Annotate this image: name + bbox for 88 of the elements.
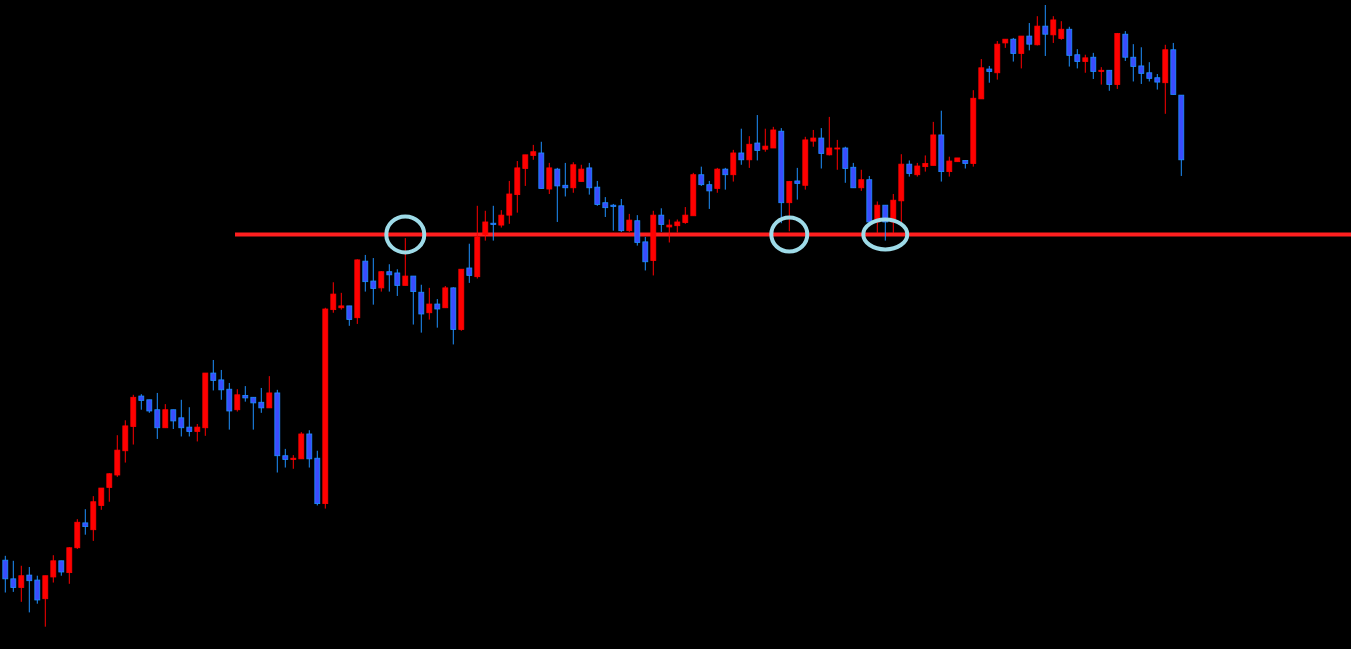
candlestick	[1138, 46, 1145, 85]
candlestick	[18, 565, 25, 603]
candlestick	[658, 207, 665, 233]
candlestick	[554, 167, 561, 223]
candlestick	[546, 162, 553, 195]
candlestick	[362, 254, 369, 293]
candlestick	[762, 128, 769, 153]
candlestick	[610, 203, 617, 232]
candlestick	[1130, 43, 1137, 82]
candlestick	[1050, 15, 1057, 44]
candlestick	[282, 448, 289, 469]
candlestick	[418, 284, 425, 334]
candlestick	[666, 218, 673, 243]
candlestick	[162, 403, 169, 429]
candlestick	[402, 237, 409, 286]
candlestick	[1082, 54, 1089, 74]
candlestick	[818, 127, 825, 170]
candlestick	[10, 560, 17, 593]
candlestick	[794, 167, 801, 201]
candlestick	[426, 287, 433, 321]
candlestick	[602, 196, 609, 218]
candlestick	[730, 149, 737, 183]
candlestick	[434, 298, 441, 329]
candlestick	[1090, 52, 1097, 80]
candlestick	[210, 359, 217, 391]
candlestick	[266, 375, 273, 409]
candlestick	[330, 281, 337, 314]
candlestick	[786, 180, 793, 232]
candlestick	[482, 210, 489, 242]
candlestick	[738, 128, 745, 166]
candlestick	[850, 162, 857, 189]
candlestick	[42, 575, 49, 628]
candlestick	[82, 508, 89, 536]
candlestick	[106, 472, 113, 503]
candlestick	[218, 369, 225, 401]
candlestick	[346, 305, 353, 327]
candlestick	[698, 166, 705, 187]
candlestick	[250, 396, 257, 431]
candlestick	[1026, 22, 1033, 51]
candlestick	[626, 213, 633, 233]
candlestick	[714, 167, 721, 194]
candlestick	[1074, 48, 1081, 69]
candlestick	[1098, 66, 1105, 86]
candlestick	[178, 399, 185, 437]
candlestick	[634, 214, 641, 247]
candlestick	[2, 555, 9, 594]
candlestick	[1122, 30, 1129, 62]
candlestick	[642, 236, 649, 271]
candlestick	[258, 387, 265, 414]
candlestick	[466, 243, 473, 284]
candlestick	[522, 154, 529, 187]
candlestick	[50, 554, 57, 584]
candlestick	[234, 388, 241, 413]
candlestick	[770, 126, 777, 149]
candlestick	[26, 566, 33, 613]
candlestick	[386, 263, 393, 293]
candlestick	[394, 268, 401, 297]
candlestick	[490, 205, 497, 242]
candlestick	[1018, 35, 1025, 69]
candlestick	[442, 285, 449, 309]
candlestick	[186, 406, 193, 437]
candlestick	[1146, 61, 1153, 82]
candlestick	[378, 270, 385, 293]
candlestick	[170, 409, 177, 430]
candlestick	[842, 146, 849, 184]
candlestick	[370, 257, 377, 306]
candlestick	[826, 116, 833, 156]
candlestick	[154, 392, 161, 440]
candlestick	[1010, 37, 1017, 63]
candlestick	[562, 162, 569, 197]
candlestick	[594, 180, 601, 207]
candlestick	[506, 180, 513, 225]
candlestick	[746, 135, 753, 169]
candlestick	[1058, 20, 1065, 41]
candlestick	[570, 161, 577, 194]
candlestick	[946, 156, 953, 178]
candlestick	[754, 114, 761, 161]
candlestick	[706, 180, 713, 210]
candlestick	[1042, 4, 1049, 57]
candlestick	[834, 139, 841, 171]
candlestick	[858, 169, 865, 192]
candlestick	[410, 275, 417, 326]
candlestick	[586, 162, 593, 196]
candlestick	[98, 487, 105, 511]
candlestick	[1106, 69, 1113, 92]
candlestick	[226, 382, 233, 431]
candlestick	[1034, 15, 1041, 46]
candlestick	[34, 575, 41, 605]
